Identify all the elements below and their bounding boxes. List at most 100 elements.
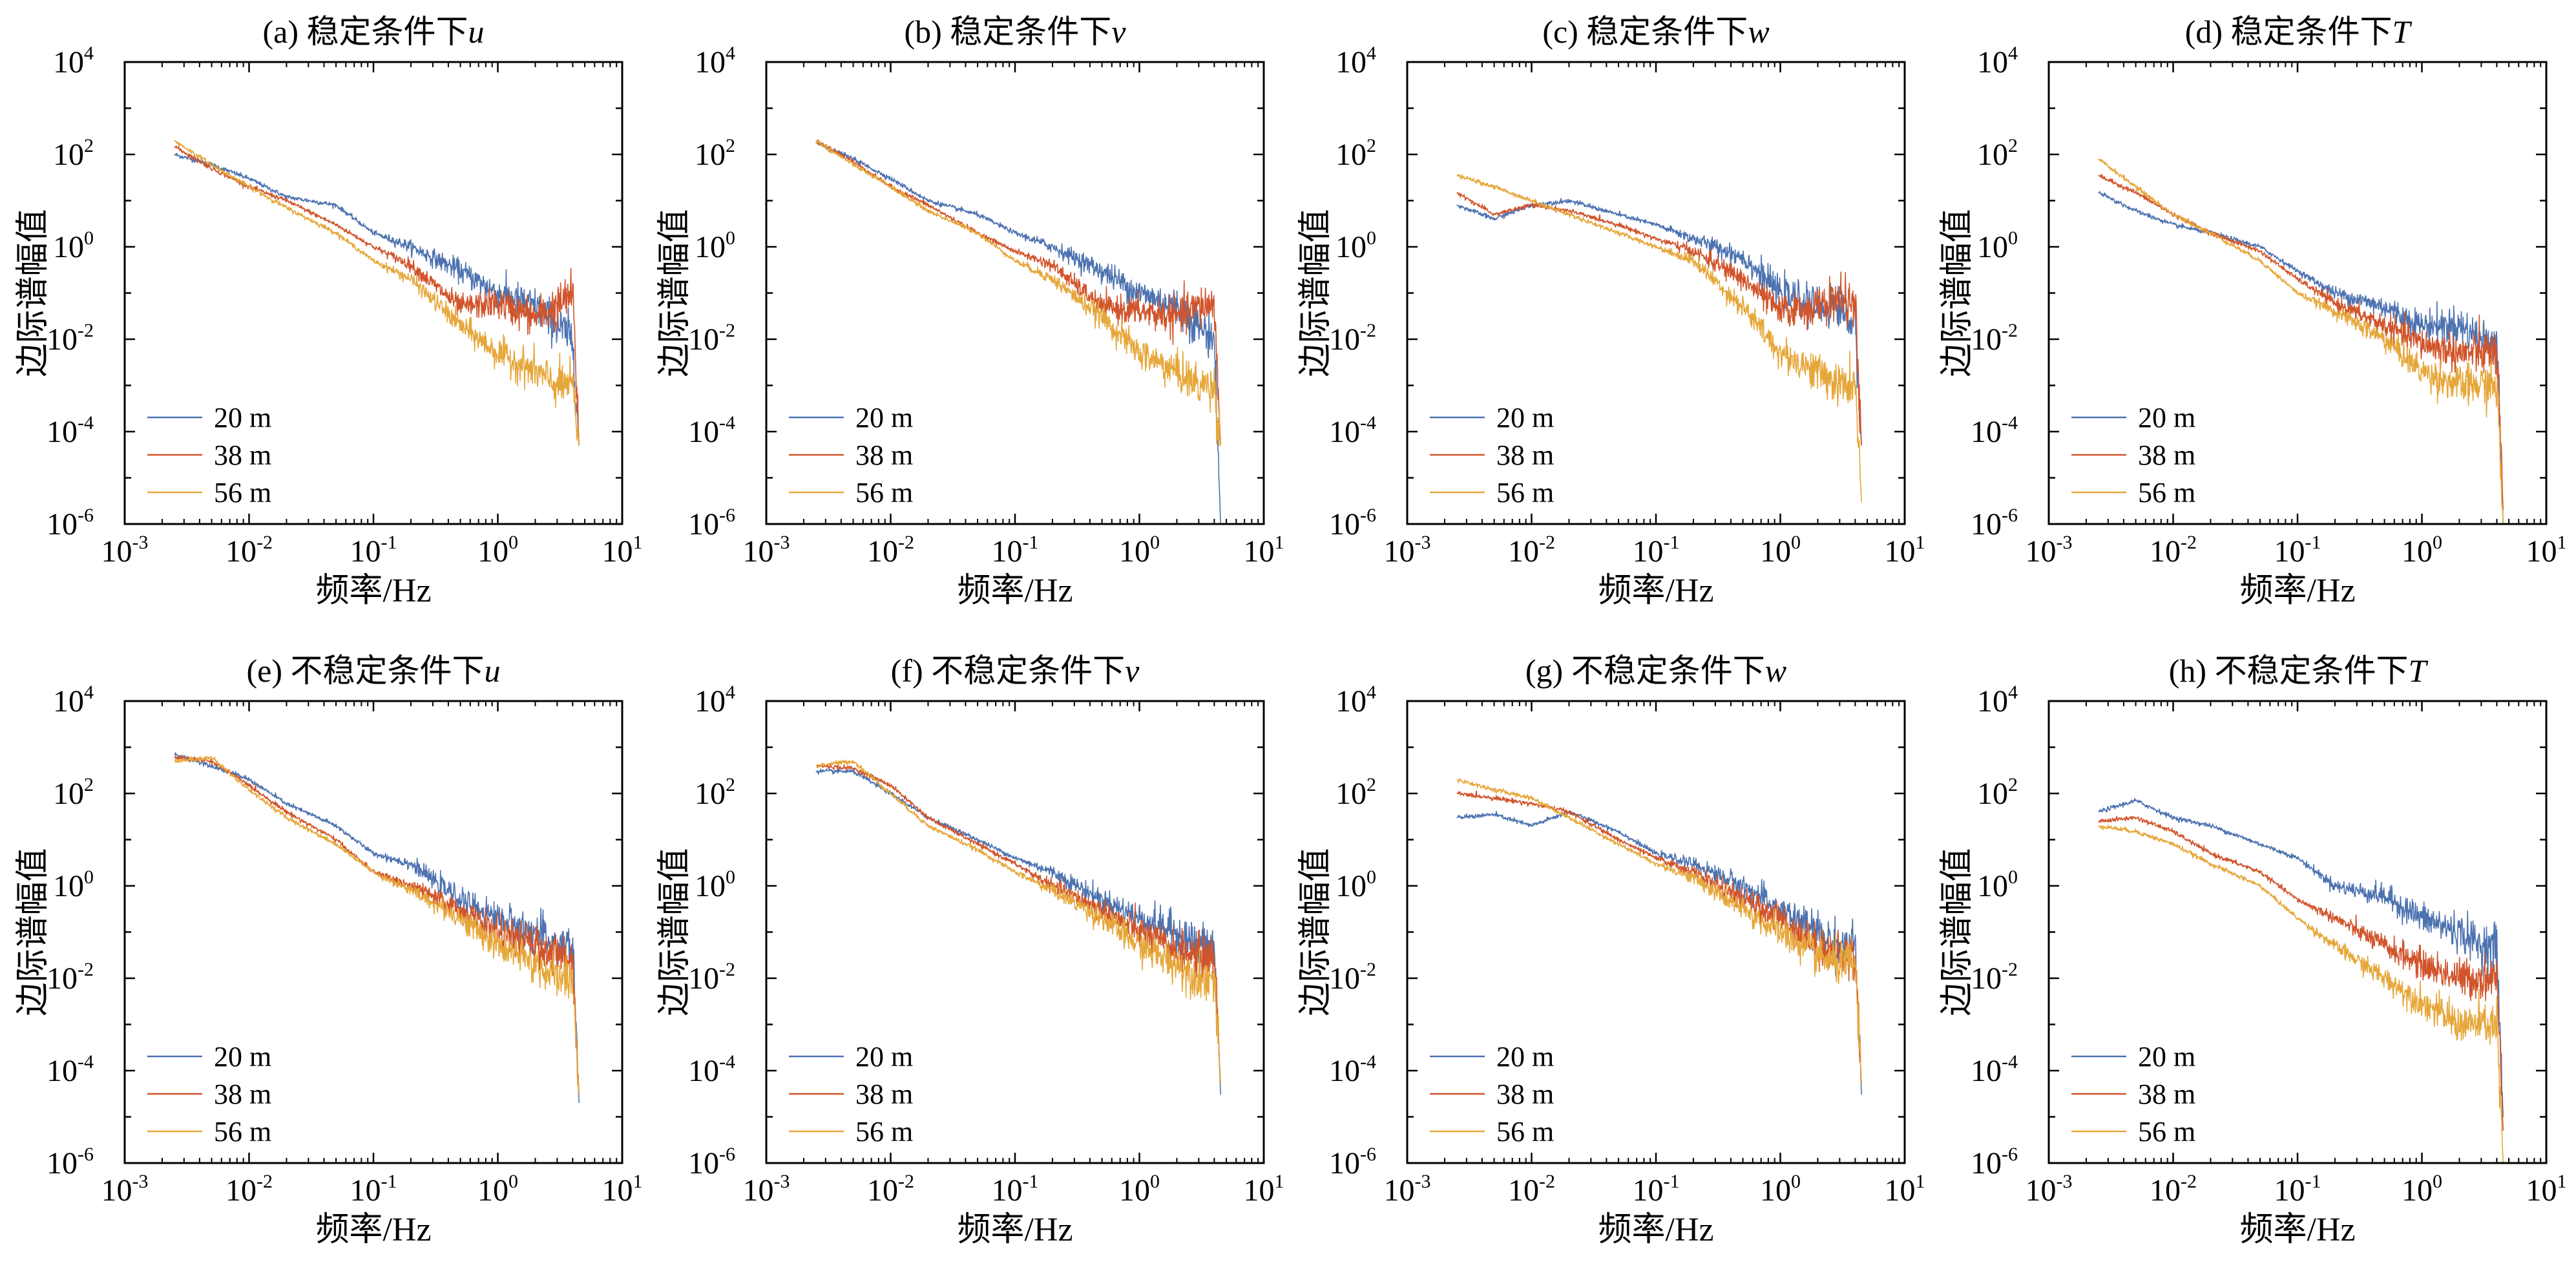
legend-label: 38 m xyxy=(855,1078,913,1110)
panel-title: (b) 稳定条件下v xyxy=(904,14,1126,50)
y-axis-label: 边际谱幅值 xyxy=(1297,209,1334,377)
x-tick-label: 101 xyxy=(1244,532,1284,569)
x-tick-label: 100 xyxy=(477,532,518,569)
legend: 20 m 38 m 56 m xyxy=(2071,1041,2195,1148)
y-tick-label: 10-4 xyxy=(1971,412,2018,449)
chart-panel-6: (f) 不稳定条件下v 10-3 10-2 10-1 100 101 10-6 10-4 10-… xyxy=(656,653,1284,1248)
x-tick-label: 10-3 xyxy=(2026,1171,2073,1208)
legend-label: 38 m xyxy=(1496,1078,1554,1110)
y-tick-label: 10-6 xyxy=(1971,1144,2018,1180)
y-tick-label: 10-6 xyxy=(47,1144,94,1180)
y-tick-label: 100 xyxy=(1335,866,1376,903)
legend-label: 56 m xyxy=(855,1116,913,1148)
legend-label: 38 m xyxy=(214,1078,271,1110)
y-tick-label: 10-4 xyxy=(688,1051,735,1088)
legend-label: 20 m xyxy=(855,402,913,434)
legend-label: 38 m xyxy=(1496,439,1554,471)
series-group xyxy=(2098,158,2504,524)
y-tick-label: 102 xyxy=(53,774,94,811)
panel-title: (c) 稳定条件下w xyxy=(1542,14,1769,50)
y-tick-label: 10-2 xyxy=(688,320,735,357)
series-group xyxy=(815,139,1221,524)
x-tick-label: 10-2 xyxy=(1508,1171,1555,1208)
y-tick-label: 102 xyxy=(695,774,735,811)
y-tick-label: 104 xyxy=(1335,682,1376,718)
x-axis-label: 频率/Hz xyxy=(957,1211,1073,1248)
panel-title: (a) 稳定条件下u xyxy=(263,14,485,50)
y-tick-label: 10-6 xyxy=(688,1144,735,1180)
x-tick-label: 10-1 xyxy=(1633,1171,1680,1208)
series-line-56m xyxy=(1456,174,1862,502)
x-axis-label: 频率/Hz xyxy=(1598,572,1713,609)
legend-label: 38 m xyxy=(855,439,913,471)
x-tick-label: 101 xyxy=(1885,1171,1925,1208)
panel-title: (h) 不稳定条件下T xyxy=(2169,653,2429,689)
legend: 20 m 38 m 56 m xyxy=(1430,402,1554,509)
panel-title: (d) 稳定条件下T xyxy=(2185,14,2413,50)
series-group xyxy=(1456,174,1862,502)
series-line-20m xyxy=(2098,798,2504,1117)
y-tick-label: 10-4 xyxy=(1971,1051,2018,1088)
legend-label: 56 m xyxy=(2138,477,2195,509)
x-tick-label: 10-1 xyxy=(350,1171,397,1208)
y-tick-label: 100 xyxy=(1335,227,1376,264)
y-tick-label: 102 xyxy=(53,135,94,172)
y-tick-label: 104 xyxy=(1977,682,2018,718)
legend: 20 m 38 m 56 m xyxy=(2071,402,2195,509)
y-tick-label: 104 xyxy=(1977,43,2018,79)
x-tick-label: 10-2 xyxy=(867,532,914,569)
x-tick-label: 10-1 xyxy=(992,532,1039,569)
x-tick-label: 10-1 xyxy=(350,532,397,569)
panel-title: (g) 不稳定条件下w xyxy=(1525,653,1786,689)
y-tick-label: 102 xyxy=(1977,774,2018,811)
legend: 20 m 38 m 56 m xyxy=(147,1041,271,1148)
chart-panel-2: (b) 稳定条件下v 10-3 10-2 10-1 100 101 10-6 10-4 10-2… xyxy=(656,14,1284,609)
legend-label: 56 m xyxy=(1496,1116,1554,1148)
y-tick-label: 100 xyxy=(1977,227,2018,264)
x-tick-label: 101 xyxy=(602,1171,643,1208)
y-axis-label: 边际谱幅值 xyxy=(1939,209,1976,377)
series-line-20m xyxy=(1456,198,1862,446)
legend-label: 38 m xyxy=(2138,1078,2195,1110)
legend-label: 20 m xyxy=(214,1041,271,1073)
chart-panel-8: (h) 不稳定条件下T 10-3 10-2 10-1 100 101 10-6 10-4 10-… xyxy=(1939,653,2567,1248)
x-tick-label: 10-1 xyxy=(2274,1171,2321,1208)
legend-label: 20 m xyxy=(2138,402,2195,434)
y-tick-label: 100 xyxy=(1977,866,2018,903)
y-tick-label: 10-2 xyxy=(1329,320,1376,357)
legend: 20 m 38 m 56 m xyxy=(789,402,913,509)
series-line-20m xyxy=(2098,191,2504,524)
x-axis-label: 频率/Hz xyxy=(315,572,431,609)
series-line-38m xyxy=(1456,192,1862,446)
legend-label: 56 m xyxy=(855,477,913,509)
x-tick-label: 101 xyxy=(1244,1171,1284,1208)
chart-panel-1: (a) 稳定条件下u 10-3 10-2 10-1 100 101 10-6 10-4 10-2… xyxy=(15,14,643,609)
x-axis-label: 频率/Hz xyxy=(2239,1211,2355,1248)
y-tick-label: 100 xyxy=(695,866,735,903)
x-tick-label: 100 xyxy=(477,1171,518,1208)
y-tick-label: 10-6 xyxy=(1329,505,1376,541)
y-axis-label: 边际谱幅值 xyxy=(1939,848,1976,1016)
x-tick-label: 100 xyxy=(1760,532,1801,569)
chart-panel-7: (g) 不稳定条件下w 10-3 10-2 10-1 100 101 10-6 10-4 10-… xyxy=(1297,653,1925,1248)
y-tick-label: 10-2 xyxy=(1329,959,1376,996)
y-tick-label: 10-6 xyxy=(47,505,94,541)
legend: 20 m 38 m 56 m xyxy=(147,402,271,509)
legend-label: 20 m xyxy=(1496,402,1554,434)
legend: 20 m 38 m 56 m xyxy=(789,1041,913,1148)
x-tick-label: 10-1 xyxy=(992,1171,1039,1208)
x-axis-label: 频率/Hz xyxy=(957,572,1073,609)
legend-label: 56 m xyxy=(1496,477,1554,509)
series-line-56m xyxy=(174,140,580,446)
y-tick-label: 10-4 xyxy=(47,412,94,449)
series-group xyxy=(815,759,1221,1095)
legend-label: 56 m xyxy=(214,477,271,509)
series-line-38m xyxy=(1456,790,1862,1085)
y-tick-label: 104 xyxy=(1335,43,1376,79)
x-tick-label: 100 xyxy=(2402,1171,2442,1208)
y-axis-label: 边际谱幅值 xyxy=(15,848,52,1016)
x-tick-label: 10-2 xyxy=(225,1171,273,1208)
y-tick-label: 102 xyxy=(1335,774,1376,811)
y-tick-label: 10-4 xyxy=(47,1051,94,1088)
panel-title: (e) 不稳定条件下u xyxy=(247,653,501,689)
